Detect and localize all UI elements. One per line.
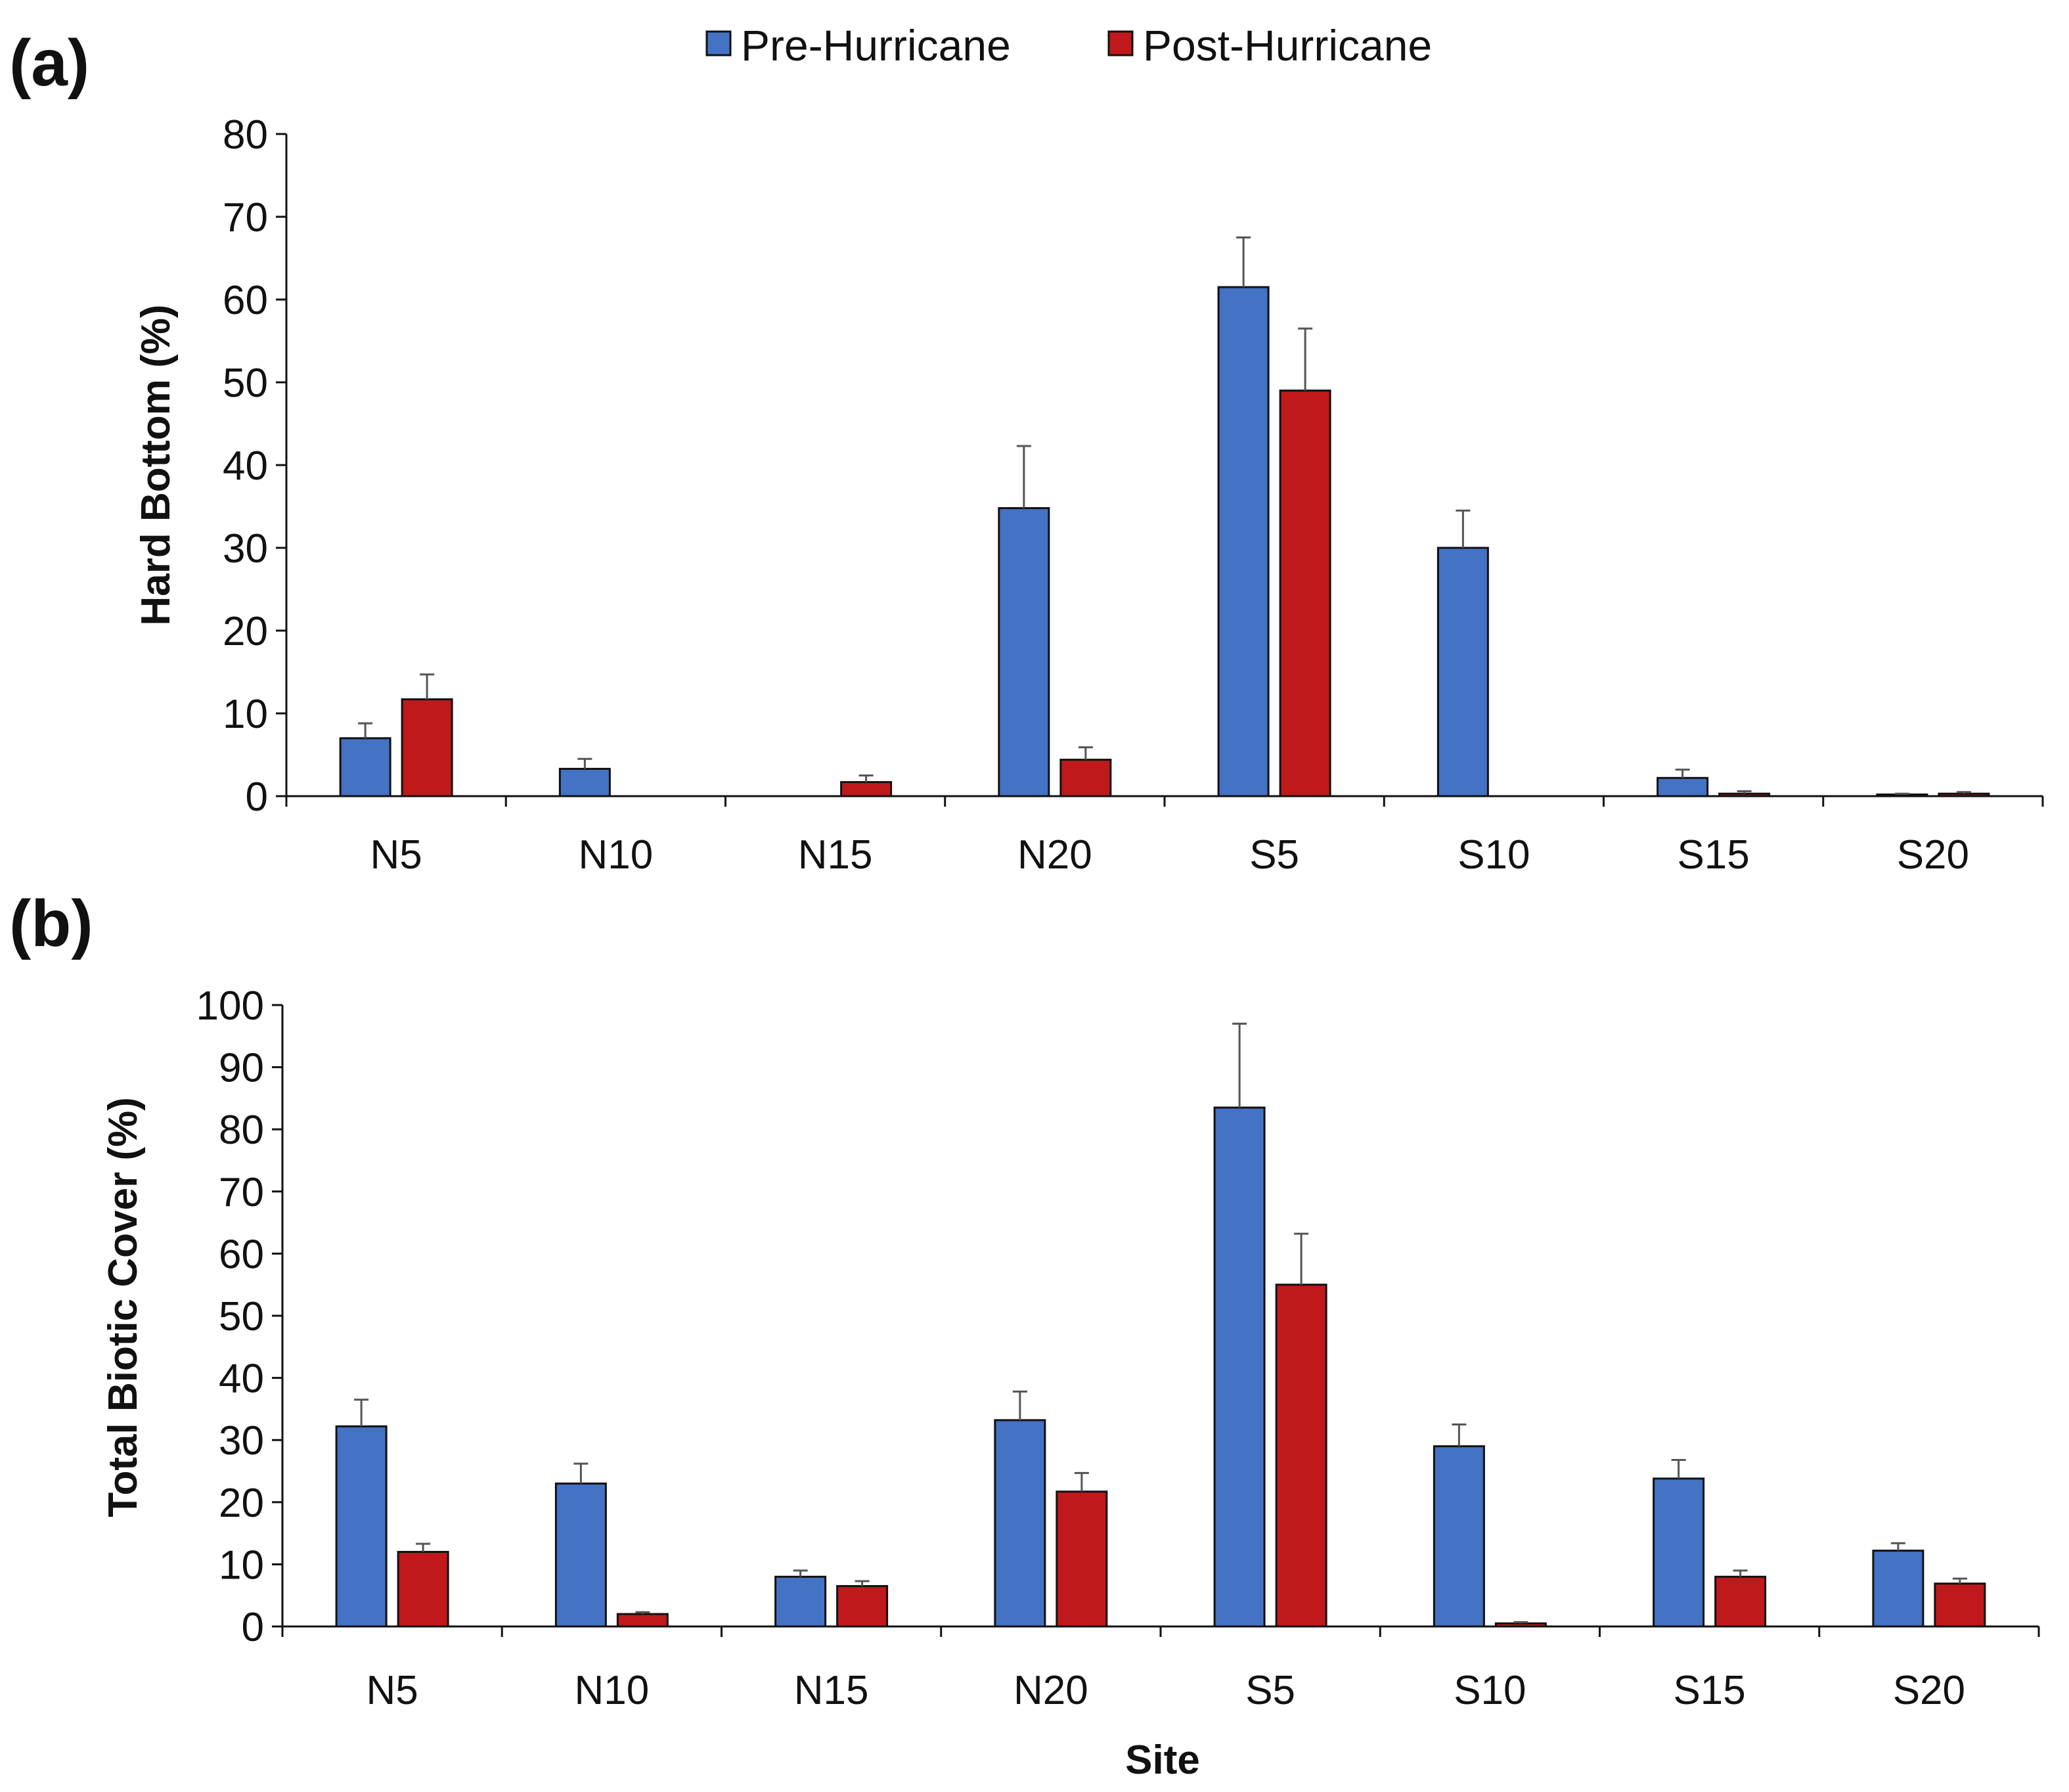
y-axis-title-a: Hard Bottom (%) — [133, 304, 179, 625]
y-tick-label: 70 — [219, 1170, 264, 1215]
y-ticks-a: 0 10 20 30 40 50 60 70 80 — [223, 112, 286, 820]
x-tick-label: N10 — [575, 1668, 650, 1713]
bar-post-S15 — [1714, 1575, 1767, 1628]
bar-post-N15 — [836, 1585, 889, 1628]
bar-post-N5 — [401, 698, 453, 797]
panel-label-a: (a) — [9, 26, 89, 100]
x-tick-label: N20 — [1017, 832, 1092, 878]
y-tick-label: 10 — [223, 692, 268, 737]
bar-pre-N10 — [554, 1482, 607, 1628]
x-tick-label: S5 — [1245, 1668, 1295, 1713]
bar-post-S15 — [1718, 792, 1771, 797]
bars-b — [335, 1022, 1986, 1628]
y-tick-label: 80 — [223, 112, 268, 158]
bar-pre-N5 — [335, 1425, 388, 1628]
x-tick-label: S15 — [1673, 1668, 1745, 1713]
bar-pre-N10 — [558, 767, 611, 797]
x-ticks-a: N5 N10 N15 N20 S5 S10 S15 S20 — [285, 796, 2044, 878]
x-tick-label: S10 — [1457, 832, 1530, 878]
bar-pre-S5 — [1217, 286, 1270, 797]
y-tick-label: 0 — [246, 774, 268, 820]
y-tick-label: 90 — [219, 1046, 264, 1091]
bar-post-N5 — [397, 1550, 449, 1628]
x-ticks-b: N5 N10 N15 N20 S5 S10 S15 S20 — [281, 1626, 2040, 1713]
y-tick-label: 40 — [219, 1356, 264, 1402]
bar-pre-N20 — [998, 507, 1050, 797]
y-tick-label: 10 — [219, 1542, 264, 1588]
bar-post-S20 — [1934, 1582, 1986, 1628]
x-tick-label: N5 — [370, 832, 422, 878]
y-axis-title-b: Total Biotic Cover (%) — [100, 1097, 146, 1517]
bar-post-N20 — [1056, 1490, 1108, 1628]
y-tick-label: 100 — [196, 983, 264, 1029]
x-tick-label: N10 — [579, 832, 654, 878]
y-tick-label: 20 — [219, 1481, 264, 1526]
legend-label-post: Post-Hurricane — [1143, 21, 1432, 70]
bar-post-N15 — [840, 781, 893, 797]
bar-pre-S20 — [1872, 1550, 1924, 1628]
y-tick-label: 70 — [223, 195, 268, 240]
y-tick-label: 80 — [219, 1108, 264, 1153]
x-tick-label: S10 — [1454, 1668, 1526, 1713]
bar-post-N20 — [1059, 759, 1112, 797]
bars-a — [339, 236, 1990, 797]
bar-pre-S10 — [1436, 547, 1489, 797]
x-tick-label: S5 — [1249, 832, 1299, 878]
y-tick-label: 60 — [223, 278, 268, 323]
x-tick-label: N20 — [1013, 1668, 1088, 1713]
y-tick-label: 0 — [242, 1605, 264, 1650]
bar-pre-S15 — [1657, 776, 1709, 797]
bar-pre-N20 — [994, 1419, 1046, 1628]
y-tick-label: 60 — [219, 1232, 264, 1277]
x-tick-label: S15 — [1677, 832, 1749, 878]
x-tick-label: S20 — [1897, 832, 1969, 878]
x-tick-label: N5 — [366, 1668, 418, 1713]
y-tick-label: 50 — [219, 1294, 264, 1339]
x-tick-label: S20 — [1893, 1668, 1965, 1713]
bar-post-N10 — [616, 1613, 669, 1628]
y-tick-label: 50 — [223, 361, 268, 406]
legend: Pre-Hurricane Post-Hurricane — [705, 21, 1432, 70]
legend-swatch-post — [1107, 30, 1134, 56]
bar-pre-N5 — [339, 737, 391, 797]
panel-label-b: (b) — [9, 887, 93, 960]
bar-post-S20 — [1938, 792, 1990, 797]
y-tick-label: 20 — [223, 609, 268, 654]
y-tick-label: 40 — [223, 443, 268, 489]
x-axis-title-b: Site — [1125, 1737, 1200, 1783]
bar-post-S10 — [1494, 1622, 1547, 1628]
chart-a: (a) Hard Bottom (%) 0 10 20 30 40 50 60 70 80 N5… — [9, 26, 2044, 878]
bar-pre-S5 — [1213, 1106, 1266, 1628]
x-tick-label: N15 — [798, 832, 873, 878]
y-tick-label: 30 — [219, 1418, 264, 1464]
legend-swatch-pre — [705, 30, 732, 56]
bar-post-S5 — [1279, 390, 1331, 797]
x-tick-label: N15 — [794, 1668, 869, 1713]
bar-pre-S10 — [1433, 1445, 1485, 1628]
y-ticks-b: 0 10 20 30 40 50 60 70 80 90 100 — [196, 983, 282, 1650]
chart-b: (b) Total Biotic Cover (%) 0 10 20 30 40 50 60… — [9, 887, 2040, 1783]
y-tick-label: 30 — [223, 526, 268, 571]
bar-post-S5 — [1275, 1284, 1327, 1628]
bar-pre-S15 — [1653, 1477, 1705, 1628]
legend-label-pre: Pre-Hurricane — [741, 21, 1011, 70]
bar-pre-N15 — [774, 1575, 827, 1628]
bar-pre-S20 — [1876, 793, 1928, 797]
